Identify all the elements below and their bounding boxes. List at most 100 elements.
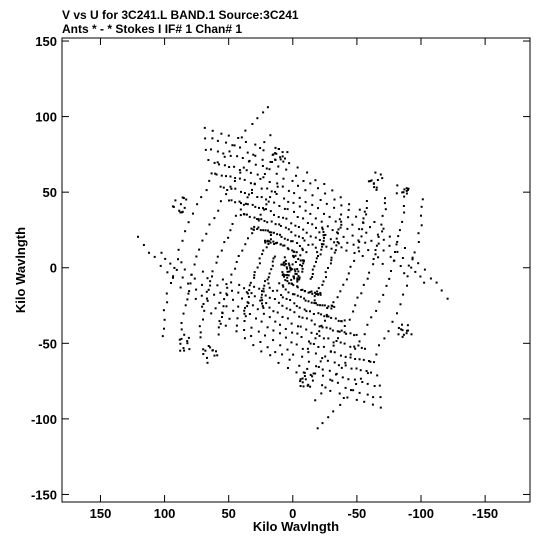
uv-point — [404, 247, 406, 249]
uv-point — [279, 156, 282, 159]
uv-point — [323, 315, 326, 318]
uv-point — [285, 217, 288, 220]
uv-point — [317, 366, 320, 368]
uv-point — [239, 208, 242, 211]
uv-point — [201, 239, 204, 242]
uv-point — [405, 192, 408, 195]
uv-point — [307, 243, 310, 246]
uv-point — [325, 276, 327, 279]
uv-point — [376, 179, 379, 181]
uv-point — [306, 222, 309, 224]
uv-point — [277, 361, 280, 364]
uv-point — [331, 329, 334, 332]
uv-point — [252, 153, 255, 156]
uv-point — [281, 274, 284, 277]
uv-point — [417, 241, 420, 243]
uv-point — [298, 205, 301, 208]
uv-point — [378, 300, 381, 303]
uv-point — [324, 271, 327, 274]
uv-point — [281, 151, 284, 154]
uv-point — [315, 260, 317, 263]
uv-point — [262, 290, 265, 293]
uv-point — [300, 336, 303, 338]
uv-point — [159, 264, 162, 267]
uv-point — [243, 337, 246, 340]
uv-point — [329, 378, 332, 381]
y-axis: 150 100 50 0 -50 -100 -150 — [31, 34, 530, 502]
uv-point — [163, 327, 165, 330]
uv-point — [180, 337, 183, 340]
uv-point — [234, 214, 237, 217]
uv-point — [296, 268, 299, 270]
uv-point — [259, 213, 262, 216]
uv-point — [304, 299, 307, 302]
uv-point — [253, 183, 256, 186]
uv-point — [287, 367, 289, 369]
uv-point — [365, 370, 368, 372]
uv-point — [323, 236, 325, 239]
uv-point — [216, 354, 219, 357]
uv-point — [369, 226, 371, 229]
uv-point — [202, 303, 205, 305]
uv-point — [274, 146, 277, 149]
uv-point — [204, 137, 207, 140]
uv-point — [343, 331, 346, 334]
uv-point — [335, 340, 338, 342]
uv-point — [296, 216, 299, 218]
uv-point — [213, 293, 216, 296]
uv-point — [267, 200, 270, 203]
uv-point — [333, 198, 336, 201]
uv-point — [325, 326, 328, 329]
uv-point — [291, 293, 294, 296]
uv-point — [278, 148, 280, 150]
uv-point — [183, 268, 186, 271]
uv-point — [358, 240, 361, 243]
uv-point — [287, 262, 290, 265]
uv-point — [204, 349, 207, 352]
y-tick-label: 100 — [35, 110, 57, 125]
uv-point — [314, 399, 317, 402]
uv-point — [315, 293, 318, 296]
uv-point — [243, 320, 246, 322]
uv-point — [316, 427, 319, 430]
uv-point — [253, 285, 256, 288]
uv-point — [379, 396, 382, 399]
uv-point — [262, 249, 265, 252]
uv-point — [364, 347, 366, 350]
uv-point — [375, 309, 378, 312]
uv-point — [246, 301, 249, 304]
uv-point — [223, 298, 226, 301]
uv-point — [287, 228, 290, 231]
uv-point — [324, 355, 327, 358]
uv-point — [275, 152, 278, 155]
uv-point — [358, 358, 361, 361]
uv-point — [340, 320, 343, 323]
uv-point — [170, 282, 172, 284]
uv-point — [296, 332, 299, 335]
uv-point — [290, 222, 293, 225]
uv-point — [310, 331, 313, 334]
uv-point — [370, 371, 372, 374]
uv-point — [381, 262, 384, 265]
uv-point — [293, 311, 296, 314]
uv-point — [291, 263, 294, 266]
uv-point — [241, 297, 243, 300]
uv-point — [423, 268, 426, 271]
uv-point — [268, 231, 271, 234]
uv-point — [315, 226, 317, 229]
uv-point — [206, 297, 208, 300]
uv-point — [327, 315, 330, 318]
uv-point — [281, 185, 284, 188]
uv-point — [382, 238, 385, 241]
uv-point — [180, 328, 183, 331]
uv-point — [398, 229, 401, 232]
uv-point — [336, 381, 339, 384]
uv-point — [231, 223, 234, 225]
uv-point — [251, 304, 254, 307]
uv-point — [321, 384, 324, 387]
uv-point — [205, 232, 208, 235]
uv-point — [281, 284, 284, 287]
uv-point — [298, 306, 301, 309]
uv-point — [183, 206, 186, 209]
